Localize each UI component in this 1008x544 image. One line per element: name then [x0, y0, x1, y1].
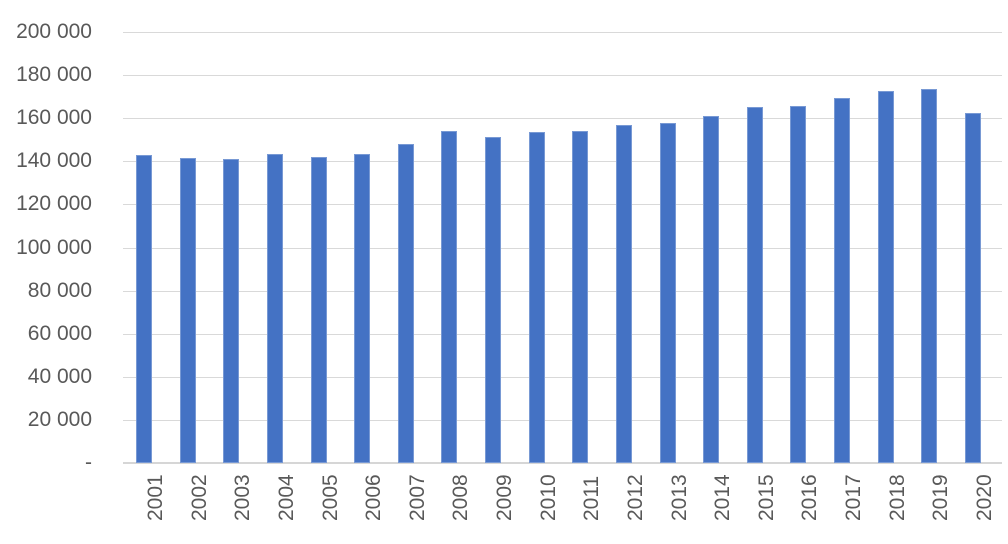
bar-2004 [266, 153, 283, 463]
y-tick-label-200000: 200 000 [16, 20, 92, 43]
y-tick-label-120000: 120 000 [16, 192, 92, 216]
bar-2003 [223, 159, 240, 463]
x-tick-label-2009: 2009 [493, 474, 517, 521]
y-tick-label-20000: 20 000 [27, 407, 92, 431]
x-tick-label-2019: 2019 [929, 474, 953, 521]
bar-2020 [964, 112, 981, 463]
y-tick-label-60000: 60 000 [27, 321, 92, 345]
gridline-180000 [123, 75, 1002, 76]
bar-2015 [746, 107, 763, 463]
bar-2009 [485, 136, 502, 463]
x-tick-label-2007: 2007 [405, 474, 429, 521]
x-tick-label-2010: 2010 [536, 474, 560, 521]
bar-2006 [354, 153, 371, 463]
x-tick-label-2006: 2006 [362, 474, 386, 521]
bar-2002 [179, 158, 196, 463]
gridline-160000 [123, 118, 1002, 119]
x-tick-label-2020: 2020 [972, 474, 996, 521]
bar-2013 [659, 122, 676, 463]
bar-2008 [441, 131, 458, 463]
gridline-120000 [123, 204, 1002, 205]
bar-2018 [877, 91, 894, 463]
bar-2014 [703, 116, 720, 463]
x-tick-label-2017: 2017 [842, 474, 866, 521]
x-tick-label-2005: 2005 [318, 474, 342, 521]
gridline-200000 [123, 32, 1002, 33]
y-tick-label-zero: - [85, 451, 92, 474]
bar-2005 [310, 156, 327, 463]
y-tick-label-140000: 140 000 [16, 149, 92, 173]
gridline-140000 [123, 161, 1002, 162]
y-tick-label-40000: 40 000 [27, 364, 92, 388]
y-tick-label-80000: 80 000 [27, 278, 92, 302]
gridline-40000 [123, 377, 1002, 378]
x-tick-label-2013: 2013 [667, 474, 691, 521]
bar-2010 [528, 132, 545, 463]
x-tick-label-2016: 2016 [798, 474, 822, 521]
x-tick-label-2014: 2014 [711, 474, 735, 521]
x-tick-label-2003: 2003 [231, 474, 255, 521]
x-tick-label-2008: 2008 [449, 474, 473, 521]
x-tick-label-2004: 2004 [274, 474, 298, 521]
gridline-80000 [123, 291, 1002, 292]
x-tick-label-2012: 2012 [623, 474, 647, 521]
x-tick-label-2018: 2018 [885, 474, 909, 521]
gridline-60000 [123, 334, 1002, 335]
x-tick-label-2001: 2001 [144, 474, 167, 521]
bar-2001 [136, 154, 152, 463]
bar-2017 [834, 97, 851, 463]
x-tick-label-2011: 2011 [580, 475, 604, 521]
bar-2007 [397, 144, 414, 463]
y-tick-label-180000: 180 000 [16, 63, 92, 87]
gridline-20000 [123, 420, 1002, 421]
bar-2019 [921, 89, 938, 463]
y-tick-label-160000: 160 000 [16, 106, 92, 130]
y-tick-label-100000: 100 000 [16, 235, 92, 259]
bar-2016 [790, 106, 807, 463]
x-axis-line [123, 462, 1002, 464]
x-tick-label-2015: 2015 [754, 474, 778, 521]
gridline-100000 [123, 248, 1002, 249]
bar-2012 [615, 124, 632, 463]
x-tick-label-2002: 2002 [187, 474, 211, 521]
bar-2011 [572, 131, 589, 463]
